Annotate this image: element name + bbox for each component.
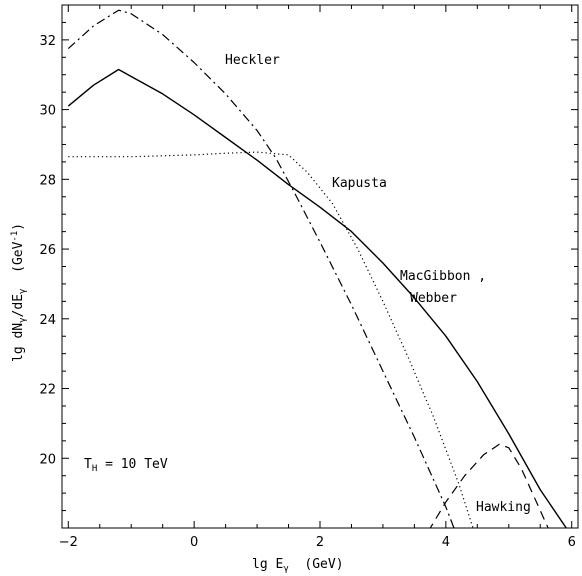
y-tick-label: 22 — [39, 383, 56, 398]
annotation-kapusta: Kapusta — [332, 176, 387, 191]
x-axis-title-tail: (GeV) — [289, 557, 344, 572]
annotation-webber: Webber — [410, 291, 457, 306]
y-axis-title-a: lg dN — [11, 323, 26, 362]
x-tick-label: −2 — [59, 535, 78, 550]
y-tick-label: 28 — [39, 173, 56, 188]
x-axis-title-base: lg E — [252, 557, 283, 572]
y-axis-title-b-sub: γ — [18, 289, 28, 294]
plot-frame — [61, 4, 579, 529]
temperature-subscript: H — [92, 464, 97, 474]
y-axis-title-a-sub: γ — [18, 317, 28, 322]
x-tick-label: 4 — [442, 535, 450, 550]
x-tick-label: 0 — [190, 535, 198, 550]
x-tick-label: 2 — [316, 535, 324, 550]
y-axis-title-c-sup: -1 — [10, 231, 20, 242]
y-axis-title-c: (GeV — [11, 241, 26, 288]
annotation-heckler: Heckler — [225, 53, 280, 68]
annotation-macgibbon: MacGibbon , — [400, 269, 486, 284]
series-line-solid — [67, 68, 568, 528]
series-layer — [67, 9, 568, 528]
y-axis-title: lg dNγ/dEγ (GeV-1) — [10, 223, 28, 362]
temperature-symbol: T — [84, 457, 92, 472]
x-tick-label: 6 — [568, 535, 576, 550]
series-line-dashed — [429, 443, 549, 528]
annotation-temperature: TH = 10 TeV — [84, 457, 168, 474]
y-tick-label: 24 — [39, 313, 56, 328]
y-tick-label: 20 — [39, 452, 56, 467]
series-line-dashdot — [67, 9, 455, 528]
series-line-dotted — [68, 151, 474, 528]
temperature-value: = 10 TeV — [97, 457, 168, 472]
y-axis-title-d: ) — [11, 223, 26, 231]
y-tick-label: 26 — [39, 243, 56, 258]
y-tick-label: 30 — [39, 104, 56, 119]
x-axis-title-sub: γ — [283, 564, 288, 574]
y-axis-title-b: /dE — [11, 294, 26, 317]
annotation-hawking: Hawking — [476, 500, 531, 515]
y-tick-label: 32 — [39, 34, 56, 49]
x-axis-title: lg Eγ (GeV) — [252, 557, 344, 574]
